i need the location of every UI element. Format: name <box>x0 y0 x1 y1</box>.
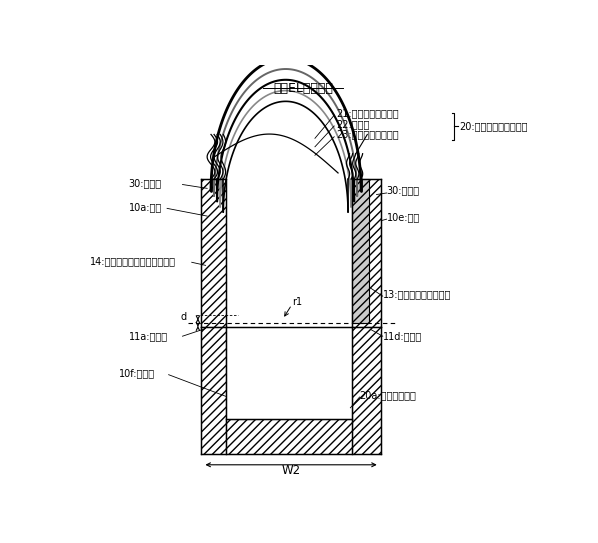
Text: 10e:筐体: 10e:筐体 <box>386 212 420 222</box>
Text: 20:フレキシブル表示部: 20:フレキシブル表示部 <box>460 121 528 131</box>
Bar <box>352 179 369 323</box>
Bar <box>225 327 352 419</box>
Bar <box>225 419 352 454</box>
Text: 14:保持部材スライド用ガイド: 14:保持部材スライド用ガイド <box>90 256 176 267</box>
Text: 23:フレキシブル基板: 23:フレキシブル基板 <box>337 129 399 140</box>
Text: 30:接着剤: 30:接着剤 <box>129 178 161 188</box>
Text: 11d:可折部: 11d:可折部 <box>383 331 422 341</box>
Bar <box>201 179 225 327</box>
Text: 11a:可折部: 11a:可折部 <box>129 331 167 341</box>
Text: 22:発光層: 22:発光層 <box>337 119 370 129</box>
Text: r1: r1 <box>292 298 302 307</box>
Text: 20a:折り畳み部分: 20a:折り畳み部分 <box>359 390 416 400</box>
Text: 有機EL表示装置: 有機EL表示装置 <box>273 82 333 95</box>
Bar <box>201 327 225 454</box>
Bar <box>352 327 381 454</box>
Bar <box>352 179 381 327</box>
Text: 10a:筐体: 10a:筐体 <box>129 203 162 213</box>
Text: 10f:凸筐体: 10f:凸筐体 <box>118 368 155 378</box>
Text: d: d <box>180 312 187 322</box>
Text: 13:スライド式保持部材: 13:スライド式保持部材 <box>383 289 451 299</box>
Text: 30:接着剤: 30:接着剤 <box>386 186 420 195</box>
Text: 21:フレキシブル基板: 21:フレキシブル基板 <box>337 108 399 118</box>
Text: W2: W2 <box>282 464 301 477</box>
